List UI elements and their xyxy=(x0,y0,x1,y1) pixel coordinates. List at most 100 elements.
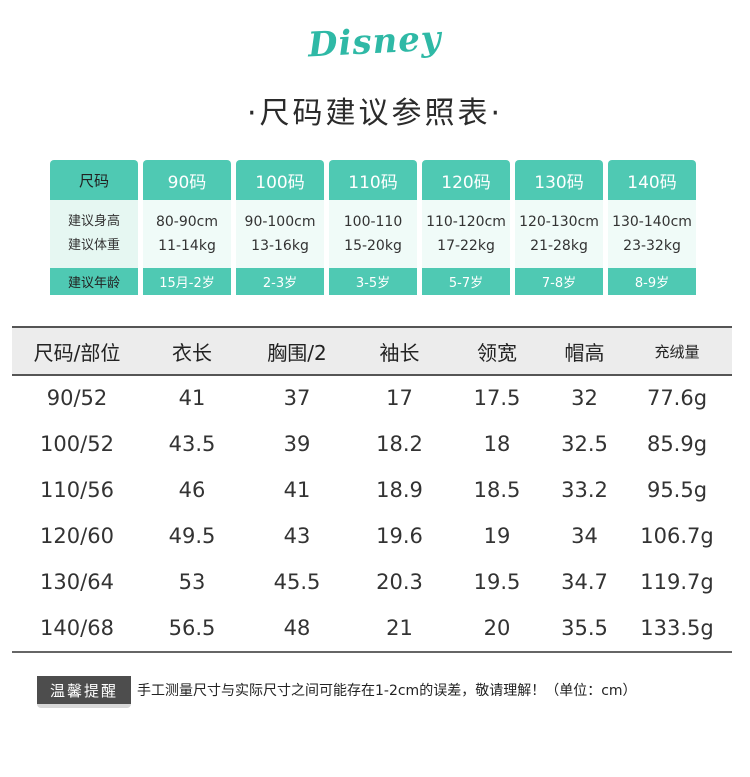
table-cell: 20 xyxy=(483,616,511,640)
grid-size-height: 80-90cm xyxy=(155,214,218,230)
table-cell: 90/52 xyxy=(46,386,108,410)
grid-size-column: 100码 90-100cm 13-16kg 2-3岁 xyxy=(236,160,324,295)
table-cell: 32.5 xyxy=(561,432,608,456)
grid-size-name: 100码 xyxy=(236,160,324,200)
grid-size-weight: 17-22kg xyxy=(437,238,495,254)
table-cell: 46 xyxy=(178,478,206,502)
table-header-cell: 领宽 xyxy=(477,340,517,365)
table-cell: 21 xyxy=(386,616,413,640)
table-header-cell: 尺码/部位 xyxy=(33,340,121,365)
grid-label-column: 尺码 建议身高 建议体重 建议年龄 xyxy=(50,160,138,295)
grid-size-name: 140码 xyxy=(608,160,696,200)
table-cell: 41 xyxy=(178,386,206,410)
table-row: 110/56 46 41 18.9 18.5 33.2 95.5g xyxy=(12,467,732,513)
notice-bar: 温馨提醒 手工测量尺寸与实际尺寸之间可能存在1-2cm的误差，敬请理解！（单位：… xyxy=(37,676,737,710)
table-cell: 34 xyxy=(571,524,598,548)
grid-size-name: 130码 xyxy=(515,160,603,200)
table-cell: 53 xyxy=(178,570,206,594)
page-title: ·尺码建议参照表· xyxy=(246,96,504,131)
brand-header: Disney xyxy=(0,19,750,66)
grid-label-weight: 建议体重 xyxy=(67,238,120,253)
table-cell: 18.2 xyxy=(376,432,423,456)
grid-size-body: 80-90cm 11-14kg xyxy=(143,200,231,268)
table-cell: 41 xyxy=(283,478,311,502)
grid-size-age: 5-7岁 xyxy=(422,268,510,295)
table-header-cell: 充绒量 xyxy=(654,342,700,361)
table-cell: 37 xyxy=(283,386,311,410)
table-cell: 19 xyxy=(483,524,511,548)
grid-size-column: 90码 80-90cm 11-14kg 15月-2岁 xyxy=(143,160,231,295)
notice-badge: 温馨提醒 xyxy=(37,676,131,704)
grid-size-height: 130-140cm xyxy=(612,214,692,230)
table-header-cell: 衣长 xyxy=(172,340,212,365)
table-cell: 19.5 xyxy=(473,570,521,594)
grid-size-body: 120-130cm 21-28kg xyxy=(515,200,603,268)
notice-badge-shadow xyxy=(37,704,131,708)
table-row: 120/60 49.5 43 19.6 19 34 106.7g xyxy=(12,513,732,559)
table-cell: 17 xyxy=(386,386,413,410)
grid-size-body: 90-100cm 13-16kg xyxy=(236,200,324,268)
grid-label-size: 尺码 xyxy=(50,160,138,200)
table-cell: 39 xyxy=(283,432,311,456)
table-cell: 32 xyxy=(571,386,598,410)
grid-size-column: 110码 100-110 15-20kg 3-5岁 xyxy=(329,160,417,295)
grid-size-height: 100-110 xyxy=(343,214,403,230)
grid-size-name: 110码 xyxy=(329,160,417,200)
table-cell: 18.5 xyxy=(473,478,521,502)
table-cell: 95.5g xyxy=(646,478,708,502)
table-cell: 43.5 xyxy=(168,432,216,456)
grid-label-age: 建议年龄 xyxy=(50,268,138,295)
table-cell: 110/56 xyxy=(40,478,114,502)
grid-size-name: 90码 xyxy=(143,160,231,200)
table-cell: 18.9 xyxy=(376,478,423,502)
grid-size-weight: 11-14kg xyxy=(158,238,216,254)
table-cell: 100/52 xyxy=(40,432,114,456)
grid-size-weight: 13-16kg xyxy=(251,238,309,254)
table-header-cell: 帽高 xyxy=(564,340,605,365)
grid-size-age: 8-9岁 xyxy=(608,268,696,295)
table-cell: 119.7g xyxy=(640,570,714,594)
grid-size-column: 130码 120-130cm 21-28kg 7-8岁 xyxy=(515,160,603,295)
table-cell: 45.5 xyxy=(273,570,321,594)
table-cell: 120/60 xyxy=(40,524,114,548)
grid-size-weight: 21-28kg xyxy=(530,238,588,254)
table-cell: 34.7 xyxy=(561,570,608,594)
table-row: 100/52 43.5 39 18.2 18 32.5 85.9g xyxy=(12,421,732,467)
table-cell: 48 xyxy=(283,616,311,640)
grid-size-age: 7-8岁 xyxy=(515,268,603,295)
table-cell: 77.6g xyxy=(646,386,708,410)
table-cell: 33.2 xyxy=(561,478,608,502)
grid-size-column: 140码 130-140cm 23-32kg 8-9岁 xyxy=(608,160,696,295)
grid-size-body: 130-140cm 23-32kg xyxy=(608,200,696,268)
grid-size-weight: 23-32kg xyxy=(623,238,681,254)
table-header-cell: 袖长 xyxy=(379,340,420,365)
table-cell: 130/64 xyxy=(40,570,114,594)
grid-size-age: 3-5岁 xyxy=(329,268,417,295)
grid-size-name: 120码 xyxy=(422,160,510,200)
grid-label-body: 建议身高 建议体重 xyxy=(50,200,138,268)
table-cell: 43 xyxy=(283,524,311,548)
grid-size-height: 120-130cm xyxy=(519,214,599,230)
table-row: 90/52 41 37 17 17.5 32 77.6g xyxy=(12,375,732,421)
table-cell: 140/68 xyxy=(40,616,114,640)
size-recommendation-grid: 尺码 建议身高 建议体重 建议年龄 90码 80-90cm 11-14kg 15… xyxy=(50,160,696,295)
table-cell: 18 xyxy=(483,432,511,456)
table-cell: 85.9g xyxy=(646,432,708,456)
table-header: 尺码/部位 衣长 胸围/2 袖长 领宽 帽高 充绒量 xyxy=(12,326,732,376)
grid-size-height: 110-120cm xyxy=(426,214,506,230)
grid-size-age: 15月-2岁 xyxy=(143,268,231,295)
table-row: 140/68 56.5 48 21 20 35.5 133.5g xyxy=(12,605,732,651)
table-bottom-rule xyxy=(12,651,732,653)
grid-size-body: 110-120cm 17-22kg xyxy=(422,200,510,268)
grid-label-height: 建议身高 xyxy=(67,214,120,229)
disney-logo: Disney xyxy=(307,18,443,66)
table-cell: 56.5 xyxy=(168,616,216,640)
table-cell: 17.5 xyxy=(473,386,521,410)
table-cell: 133.5g xyxy=(640,616,714,640)
table-cell: 19.6 xyxy=(376,524,423,548)
grid-size-body: 100-110 15-20kg xyxy=(329,200,417,268)
table-cell: 106.7g xyxy=(640,524,714,548)
notice-text: 手工测量尺寸与实际尺寸之间可能存在1-2cm的误差，敬请理解！（单位：cm） xyxy=(137,683,637,699)
table-header-cell: 胸围/2 xyxy=(267,340,327,365)
grid-size-age: 2-3岁 xyxy=(236,268,324,295)
